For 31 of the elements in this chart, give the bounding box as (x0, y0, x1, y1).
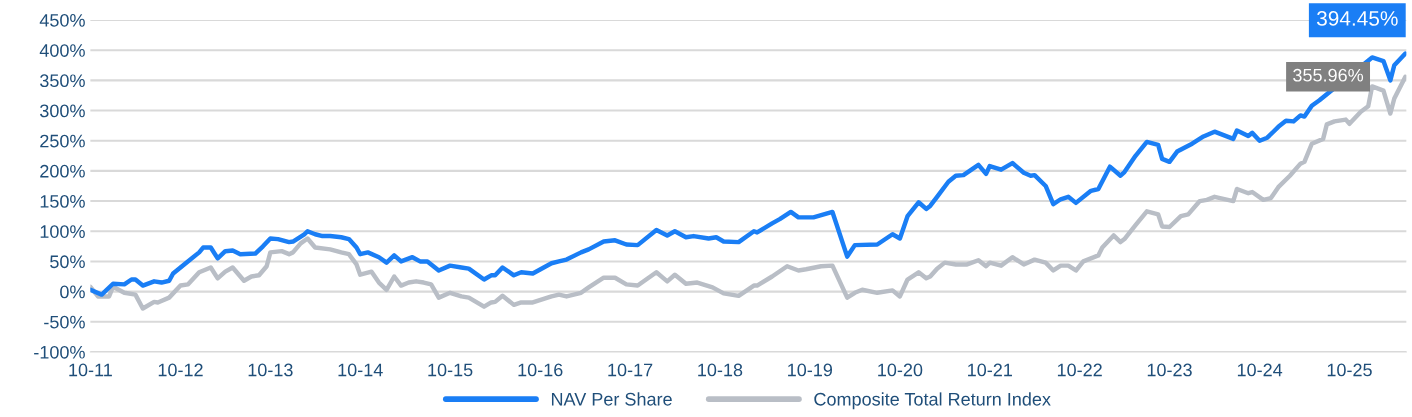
x-tick-label: 10-24 (1237, 363, 1283, 377)
y-tick-label: 400% (39, 44, 85, 57)
y-tick-label: 250% (40, 134, 85, 148)
x-tick-label: 10-25 (1327, 363, 1372, 377)
x-tick-label: 10-23 (1147, 363, 1192, 377)
x-tick-label: 10-12 (158, 363, 203, 377)
y-tick-label: 350% (40, 74, 85, 88)
x-tick-label: 10-19 (788, 363, 833, 377)
annotation: 355.96% (1293, 68, 1364, 82)
legend-label: Composite Total Return Index (814, 392, 1051, 410)
x-tick-label: 10-17 (608, 363, 653, 377)
x-tick-label: 10-15 (428, 363, 473, 377)
y-tick-label: 100% (40, 225, 85, 238)
x-tick-label: 10-11 (69, 363, 112, 377)
y-tick-label: 150% (40, 195, 85, 208)
y-tick-label: 450% (39, 13, 85, 27)
y-tick-label: -100% (34, 345, 85, 359)
x-tick-label: 10-21 (968, 363, 1012, 377)
x-tick-label: 10-16 (518, 363, 563, 377)
x-tick-label: 10-13 (248, 363, 293, 377)
x-tick-label: 10-20 (878, 363, 923, 377)
y-tick-label: 200% (40, 164, 85, 178)
x-tick-label: 10-18 (698, 363, 743, 377)
annotation: 394.45% (1316, 11, 1398, 26)
x-tick-label: 10-22 (1057, 363, 1102, 377)
y-tick-label: -50% (44, 315, 85, 329)
x-tick-label: 10-14 (338, 363, 383, 377)
y-tick-label: 50% (50, 255, 85, 269)
legend-label: NAV Per Share (551, 392, 672, 406)
y-tick-label: 0% (60, 285, 85, 299)
y-tick-label: 300% (40, 104, 85, 118)
